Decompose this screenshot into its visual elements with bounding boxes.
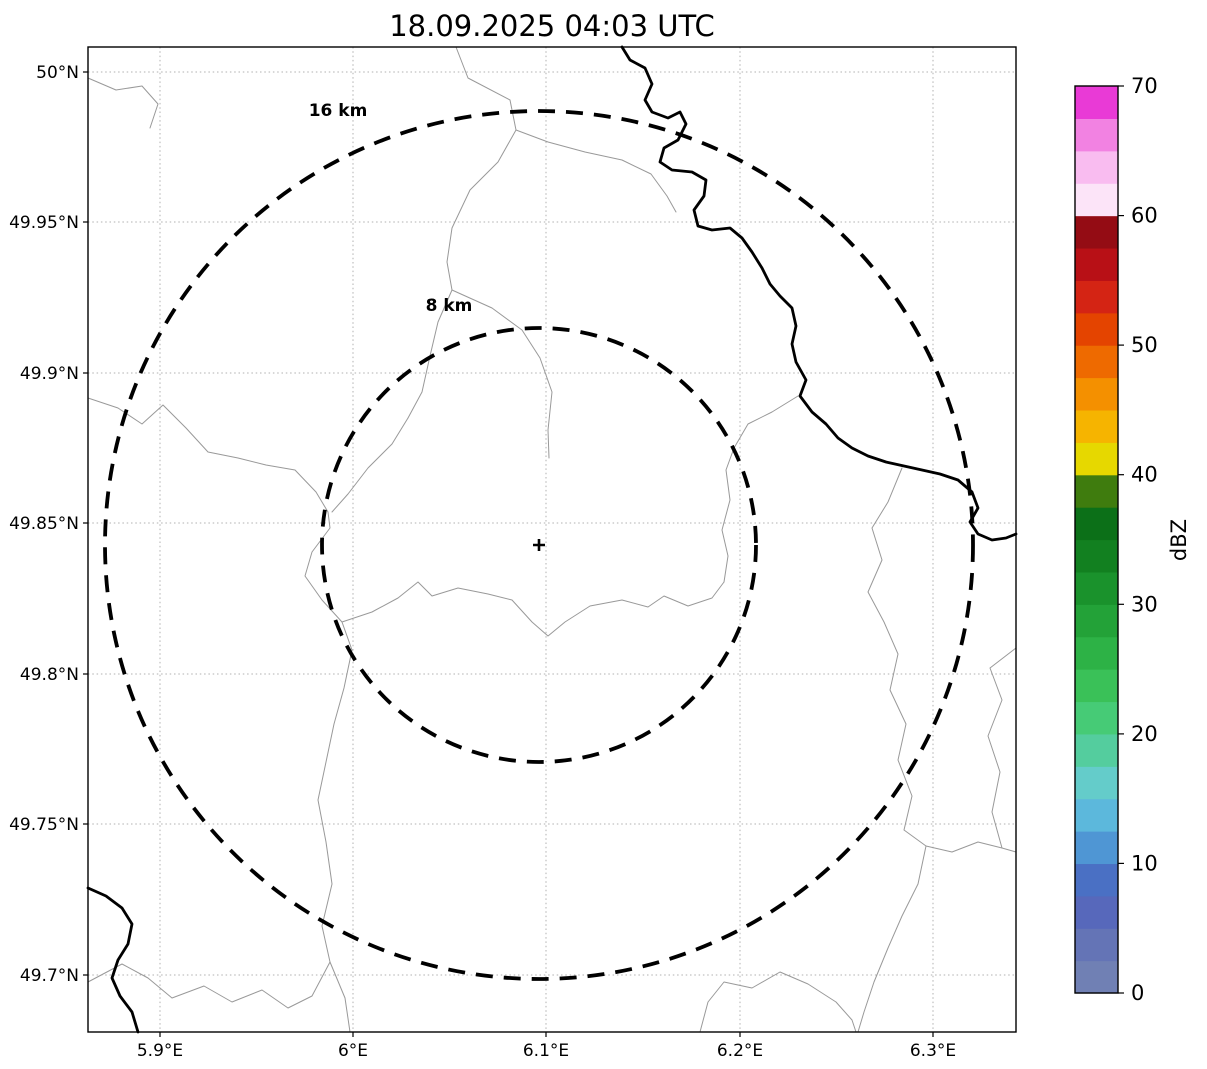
colorbar-segment xyxy=(1075,831,1118,865)
colorbar-tick-label: 50 xyxy=(1131,333,1158,357)
colorbar-segment xyxy=(1075,571,1118,605)
colorbar-segment xyxy=(1075,312,1118,346)
colorbar-segment xyxy=(1075,474,1118,508)
colorbar-segment xyxy=(1075,604,1118,638)
y-tick-label: 49.9°N xyxy=(20,364,79,384)
page-title: 18.09.2025 04:03 UTC xyxy=(389,9,715,43)
colorbar-segment xyxy=(1075,507,1118,541)
colorbar-tick-label: 10 xyxy=(1131,851,1158,875)
x-axis-labels: 5.9°E 6°E 6.1°E 6.2°E 6.3°E xyxy=(137,1041,956,1061)
colorbar-segment xyxy=(1075,766,1118,800)
colorbar-segment xyxy=(1075,442,1118,476)
colorbar: 70 60 50 40 30 20 10 0 dBZ xyxy=(1074,74,1191,1005)
colorbar-segment xyxy=(1075,928,1118,962)
colorbar-segment xyxy=(1075,118,1118,152)
ring-label-16km: 16 km xyxy=(309,101,368,121)
colorbar-tick-label: 70 xyxy=(1131,74,1158,98)
national-border-lines xyxy=(86,45,1018,1034)
colorbar-segment xyxy=(1075,409,1118,443)
colorbar-tick-label: 30 xyxy=(1131,592,1158,616)
colorbar-segment xyxy=(1075,798,1118,832)
x-tick-label: 6.3°E xyxy=(910,1041,956,1061)
colorbar-segment xyxy=(1075,183,1118,217)
x-tick-label: 6°E xyxy=(338,1041,368,1061)
colorbar-segment xyxy=(1075,150,1118,184)
axis-tick-marks xyxy=(83,71,934,1037)
colorbar-segment xyxy=(1075,669,1118,703)
map-panel: 16 km 8 km 50°N 49 xyxy=(9,45,1018,1061)
x-tick-label: 6.2°E xyxy=(717,1041,763,1061)
colorbar-tick-label: 60 xyxy=(1131,204,1158,228)
y-tick-label: 49.8°N xyxy=(20,665,79,685)
colorbar-tick-label: 0 xyxy=(1131,981,1144,1005)
y-tick-label: 49.85°N xyxy=(9,514,79,534)
colorbar-segment xyxy=(1075,345,1118,379)
graticule-gridlines xyxy=(88,47,1016,1032)
y-tick-label: 49.75°N xyxy=(9,815,79,835)
x-tick-label: 6.1°E xyxy=(523,1041,569,1061)
colorbar-segment xyxy=(1075,215,1118,249)
colorbar-segment xyxy=(1075,863,1118,897)
y-tick-label: 49.95°N xyxy=(9,213,79,233)
y-tick-label: 50°N xyxy=(36,63,79,83)
colorbar-segment xyxy=(1075,733,1118,767)
admin-boundary-lines xyxy=(87,46,1017,1033)
colorbar-segment xyxy=(1075,247,1118,281)
colorbar-tick-labels: 70 60 50 40 30 20 10 0 xyxy=(1131,74,1158,1005)
colorbar-tick-label: 20 xyxy=(1131,722,1158,746)
colorbar-segment xyxy=(1075,895,1118,929)
colorbar-segment xyxy=(1075,960,1118,994)
range-ring-8km xyxy=(320,326,758,764)
y-axis-labels: 50°N 49.95°N 49.9°N 49.85°N 49.8°N 49.75… xyxy=(9,63,79,986)
ring-label-8km: 8 km xyxy=(426,296,473,316)
colorbar-segments xyxy=(1075,86,1118,994)
range-ring-16km xyxy=(103,109,975,981)
colorbar-frame xyxy=(1074,85,1119,994)
colorbar-segment xyxy=(1075,539,1118,573)
y-tick-label: 49.7°N xyxy=(20,966,79,986)
x-tick-label: 5.9°E xyxy=(137,1041,183,1061)
colorbar-segment xyxy=(1075,377,1118,411)
colorbar-segment xyxy=(1075,701,1118,735)
colorbar-tick-label: 40 xyxy=(1131,463,1158,487)
colorbar-unit-label: dBZ xyxy=(1167,519,1191,561)
plot-frame xyxy=(87,46,1017,1033)
colorbar-segment xyxy=(1075,86,1118,119)
colorbar-segment xyxy=(1075,280,1118,314)
colorbar-tick-marks xyxy=(1118,85,1124,994)
radar-center-marker xyxy=(533,539,545,551)
colorbar-segment xyxy=(1075,636,1118,670)
